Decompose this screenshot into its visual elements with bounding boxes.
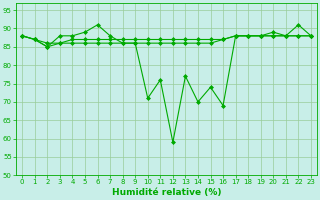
X-axis label: Humidité relative (%): Humidité relative (%) — [112, 188, 221, 197]
